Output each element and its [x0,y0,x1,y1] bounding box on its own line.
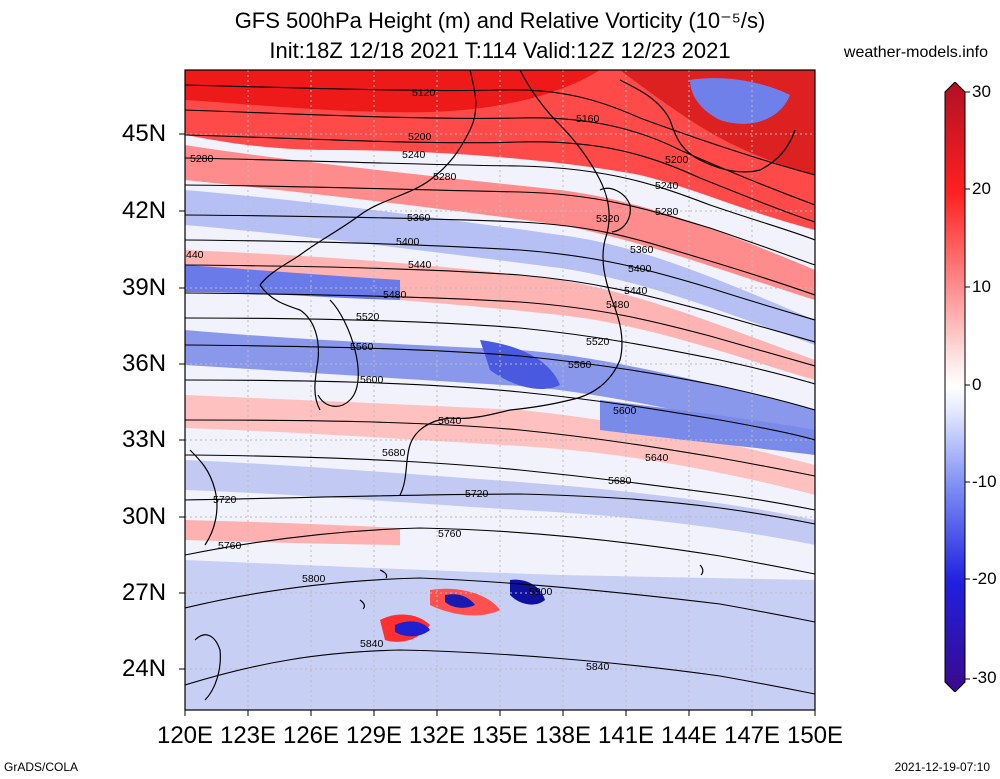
colorbar-label: -20 [972,569,997,588]
contour-label: 5480 [606,299,630,311]
x-tick-label: 144E [660,722,718,749]
contour-label: 5560 [568,359,592,371]
y-tick-label: 42N [122,197,167,224]
contour-label: 5680 [382,447,406,459]
y-tick-label: 27N [122,579,167,606]
contour-label: 5800 [529,586,553,598]
x-tick-label: 141E [597,722,655,749]
brand-label: weather-models.info [843,44,988,61]
contour-label: 5600 [613,405,637,417]
y-tick-label: 30N [122,503,167,530]
contour-label: 5400 [628,263,652,275]
contour-label: 5240 [655,180,679,192]
contour-label: 5400 [396,236,420,248]
colorbar-label: 30 [972,82,991,101]
x-tick-label: 129E [345,722,403,749]
contour-label: 5280 [190,153,214,165]
contour-label: 5840 [586,661,610,673]
contour-label: 5760 [438,528,462,540]
contour-label: 5360 [407,212,431,224]
contour-label: 5480 [383,289,407,301]
x-tick-label: 132E [408,722,466,749]
x-tick-label: 138E [534,722,592,749]
contour-label: 5440 [624,285,648,297]
contour-label: 5520 [356,311,380,323]
map-subtitle: Init:18Z 12/18 2021 T:114 Valid:12Z 12/2… [269,38,731,63]
contour-label: 5560 [350,341,374,353]
contour-label: 5160 [576,113,600,125]
contour-label-layer: 5120 5160 5200 5200 5240 5240 5280 5280 … [186,87,689,673]
contour-label: 5840 [360,638,384,650]
y-tick-label: 24N [122,655,167,682]
contour-label: 5440 [408,259,432,271]
x-tick-label: 135E [471,722,529,749]
contour-label: 5360 [630,244,654,256]
colorbar-label: 0 [972,375,982,394]
x-tick-label: 126E [282,722,340,749]
contour-label: 5600 [360,374,384,386]
contour-label: 5200 [408,131,432,143]
contour-label: 5800 [302,573,326,585]
colorbar [944,82,970,692]
y-tick-label: 39N [122,274,167,301]
footer-credit: GrADS/COLA [4,760,79,774]
contour-label: 5640 [645,452,669,464]
x-tick-label: 150E [786,722,844,749]
y-tick-label: 33N [122,426,167,453]
contour-label: 5200 [665,154,689,166]
colorbar-label: -10 [972,472,997,491]
colorbar-label: -30 [972,668,997,687]
colorbar-label: 20 [972,179,991,198]
contour-label: 5720 [213,494,237,506]
contour-label: 5520 [586,336,610,348]
colorbar-label: 10 [972,277,991,296]
x-tick-label: 120E [156,722,214,749]
y-tick-label: 36N [122,350,167,377]
map-title: GFS 500hPa Height (m) and Relative Vorti… [234,8,766,33]
contour-label: 5680 [608,475,632,487]
contour-label: 5320 [596,213,620,225]
graticule [185,70,815,710]
height-contours [185,84,815,695]
axis-ticks [179,133,816,716]
contour-label: 5720 [465,488,489,500]
contour-label: 5280 [433,171,457,183]
x-tick-label: 147E [723,722,781,749]
footer-timestamp: 2021-12-19-07:10 [894,760,990,774]
contour-label: 440 [186,249,204,261]
coastlines [189,70,796,701]
x-tick-label: 123E [219,722,277,749]
contour-label: 5280 [655,206,679,218]
contour-label: 5240 [402,149,426,161]
contour-label: 5640 [438,415,462,427]
contour-label: 5760 [218,540,242,552]
y-tick-label: 45N [122,120,167,147]
contour-label: 5120 [412,87,436,99]
